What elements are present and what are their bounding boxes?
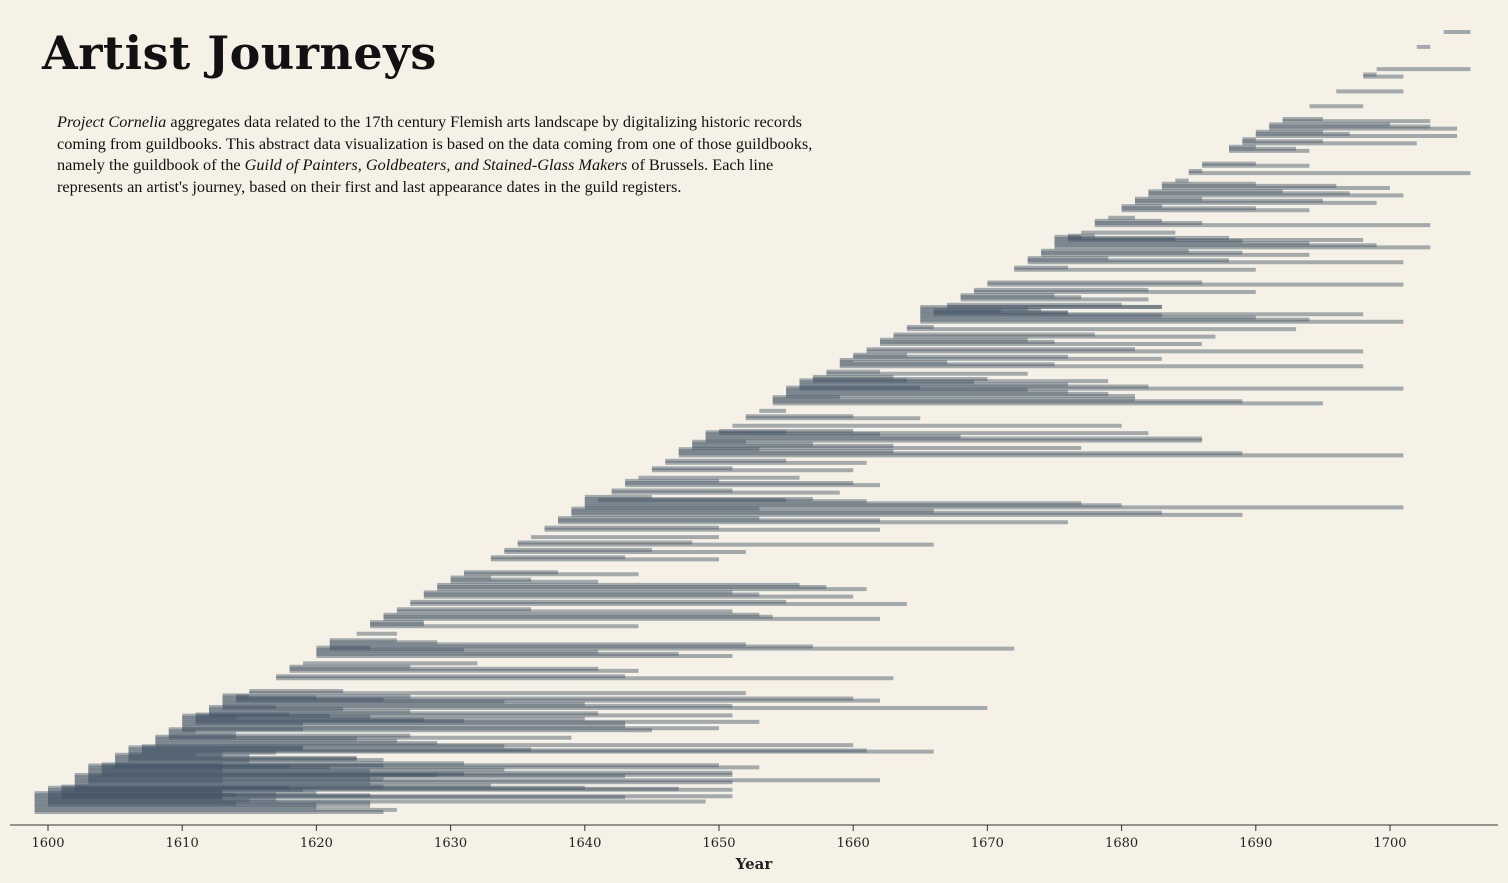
x-tick-label-1620: 1620: [300, 836, 333, 851]
x-tick-label-1700: 1700: [1373, 836, 1406, 851]
x-tick-label-1640: 1640: [568, 836, 601, 851]
x-tick-label-1630: 1630: [434, 836, 467, 851]
description: Project Cornelia aggregates data related…: [57, 111, 827, 197]
x-axis-label: Year: [735, 855, 774, 873]
x-tick-label-1690: 1690: [1239, 836, 1272, 851]
description-project-name: Project Cornelia: [57, 112, 167, 131]
x-tick-label-1680: 1680: [1105, 836, 1138, 851]
description-text-2: of Brussels. Each line represents an art…: [57, 155, 774, 196]
x-tick-label-1660: 1660: [837, 836, 870, 851]
x-tick-label-1670: 1670: [971, 836, 1004, 851]
x-axis-ticks: 1600 1610 1620 1630 1640 1650 1660 1670 1680 1690…: [31, 825, 1407, 851]
x-tick-label-1600: 1600: [31, 836, 64, 851]
description-guild-name: Guild of Painters, Goldbeaters, and Stai…: [244, 155, 628, 174]
x-tick-label-1610: 1610: [166, 836, 199, 851]
journey-lines: [34, 30, 1471, 814]
x-tick-label-1650: 1650: [702, 836, 735, 851]
page-title: Artist Journeys: [42, 26, 437, 80]
description-text-1: aggregates data related to the 17th cent…: [57, 112, 813, 174]
